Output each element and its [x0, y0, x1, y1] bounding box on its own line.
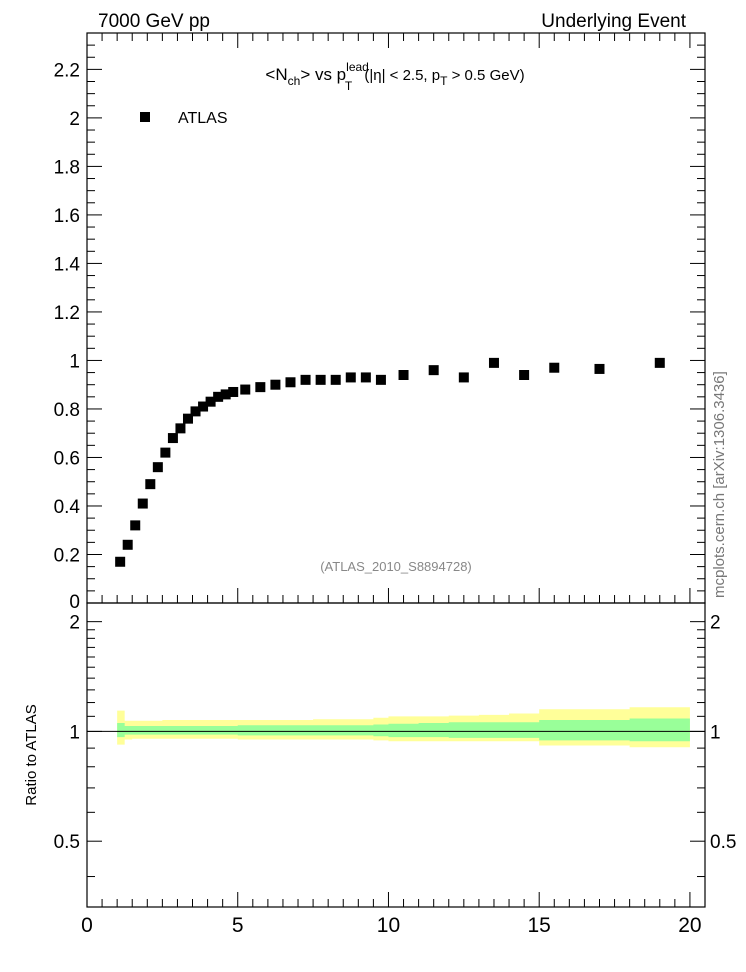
- data-point: [160, 447, 171, 458]
- y-tick-label: 0.4: [54, 497, 81, 518]
- y-tick-label: 2.2: [54, 60, 80, 81]
- ratio-y-tick-label: 2: [69, 613, 80, 634]
- data-point: [398, 370, 409, 380]
- title-part: (|η| < 2.5, p: [360, 67, 440, 84]
- data-point: [285, 377, 296, 388]
- title-part: T: [345, 79, 353, 93]
- x-tick-label: 10: [377, 914, 400, 937]
- data-point: [428, 365, 439, 376]
- data-point: [130, 520, 141, 531]
- data-point: [205, 396, 216, 407]
- header-energy: 7000 GeV pp: [98, 11, 210, 32]
- ratio-ylabel: Ratio to ATLAS: [23, 704, 40, 805]
- x-tick-label: 15: [528, 914, 551, 937]
- data-point: [375, 374, 386, 385]
- data-point: [300, 374, 311, 385]
- ratio-frame: [86, 602, 706, 908]
- title-part: > 0.5 GeV): [447, 67, 524, 84]
- watermark: mcplots.cern.ch [arXiv:1306.3436]: [711, 371, 728, 598]
- data-point: [213, 391, 224, 402]
- data-point: [255, 382, 266, 393]
- y-tick-label: 1.4: [54, 254, 81, 275]
- legend-marker: [140, 112, 150, 122]
- data-point: [549, 362, 560, 373]
- y-tick-label: 0.6: [54, 448, 80, 469]
- x-tick-label: 20: [678, 914, 701, 937]
- ratio-y-tick-label: 1: [69, 722, 80, 743]
- title-part: > vs p: [300, 65, 346, 84]
- analysis-tag: (ATLAS_2010_S8894728): [320, 559, 472, 574]
- data-point: [145, 479, 156, 490]
- data-point: [594, 363, 605, 374]
- ratio-y-tick-label-right: 1: [710, 722, 721, 743]
- data-point: [198, 401, 209, 412]
- data-point: [175, 423, 186, 434]
- data-point: [360, 372, 371, 383]
- y-tick-label: 1.8: [54, 157, 80, 178]
- y-tick-label: 1: [69, 351, 80, 372]
- x-tick-label: 5: [232, 914, 244, 937]
- data-point: [458, 372, 469, 383]
- data-point: [345, 372, 356, 383]
- data-point: [270, 379, 281, 390]
- data-point: [240, 384, 251, 395]
- data-point: [228, 386, 239, 397]
- title-part: lead: [346, 60, 369, 74]
- data-point: [220, 389, 231, 400]
- legend-label: ATLAS: [178, 110, 228, 127]
- y-tick-label: 0.8: [54, 400, 80, 421]
- data-points: [115, 357, 665, 567]
- tick-labels: 0 0.2 0.4 0.6 0.8 1 1.2 1.4 1.6 1.8 2 2.2 0.5 0.5 1 1 2 2…: [54, 60, 737, 937]
- data-point: [654, 357, 665, 368]
- x-tick-label: 0: [81, 914, 93, 937]
- axis-ticks: [86, 32, 706, 907]
- y-tick-label: 0: [69, 592, 80, 613]
- title-part: <N: [265, 65, 287, 84]
- data-point: [167, 433, 178, 444]
- data-point: [330, 374, 341, 385]
- y-tick-label: 2: [69, 109, 80, 130]
- title-part: ch: [288, 74, 301, 88]
- ratio-y-tick-label-right: 0.5: [710, 832, 736, 853]
- data-point: [315, 374, 326, 385]
- data-point: [182, 413, 193, 424]
- y-tick-label: 1.2: [54, 303, 80, 324]
- data-point: [115, 556, 126, 567]
- data-point: [190, 406, 201, 417]
- ratio-band-inner: [117, 718, 690, 742]
- ratio-y-tick-label-right: 2: [710, 613, 721, 634]
- data-point: [137, 498, 148, 509]
- data-point: [122, 539, 133, 550]
- title-part: T: [440, 74, 448, 88]
- ratio-y-tick-label: 0.5: [54, 832, 80, 853]
- data-point: [519, 370, 530, 380]
- data-point: [488, 357, 499, 368]
- y-tick-label: 0.2: [54, 545, 80, 566]
- ratio-bands: [87, 707, 705, 748]
- data-point: [152, 462, 163, 473]
- y-tick-label: 1.6: [54, 206, 80, 227]
- header-process: Underlying Event: [541, 11, 686, 32]
- chart-title: <Nch> vs plead T (|η| < 2.5, pT > 0.5 GeV…: [265, 60, 524, 93]
